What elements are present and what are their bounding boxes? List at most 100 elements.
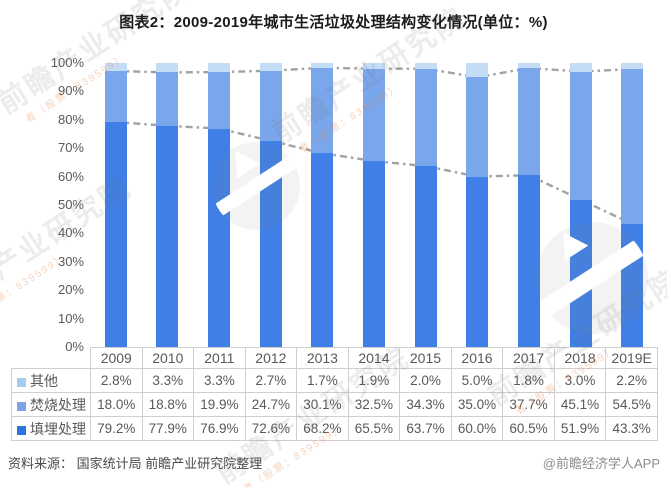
bar-segment-other: [259, 63, 282, 71]
year-header-cell: 2012: [244, 347, 298, 369]
legend-swatch-icon: [17, 377, 26, 387]
bar-segment-other: [156, 63, 179, 73]
year-header-cell: 2014: [347, 347, 401, 369]
value-cell: 54.5%: [605, 392, 658, 417]
year-header-cell: 2013: [296, 347, 349, 369]
year-header-cell: 2009: [90, 347, 143, 369]
bar-segment-incineration: [414, 68, 437, 167]
legend-label: 填埋处理: [30, 420, 86, 437]
value-cell: 72.6%: [244, 416, 298, 441]
value-cell: 19.9%: [193, 392, 246, 417]
y-axis-label: 70%: [57, 140, 84, 156]
value-cell: 77.9%: [141, 416, 195, 441]
value-cell: 3.3%: [193, 368, 246, 393]
value-cell: 2.2%: [605, 368, 658, 393]
bar-segment-incineration: [621, 69, 644, 224]
plot-area: [90, 63, 658, 347]
legend-swatch-icon: [17, 425, 26, 435]
value-cell: 45.1%: [553, 392, 607, 417]
source-note: 资料来源： 国家统计局 前瞻产业研究院整理: [8, 456, 263, 471]
bar-segment-incineration: [259, 70, 282, 141]
value-cell: 32.5%: [347, 392, 401, 417]
value-cell: 2.7%: [244, 368, 298, 393]
bar-segment-incineration: [104, 70, 127, 123]
y-axis-label: 60%: [57, 168, 84, 184]
bar-segment-landfill: [621, 224, 644, 347]
bar-segment-landfill: [363, 160, 385, 347]
bar-segment-incineration: [569, 71, 592, 200]
year-header-cell: 2010: [141, 347, 195, 369]
bar-segment-other: [621, 63, 644, 70]
y-axis-label: 40%: [57, 225, 84, 241]
bar-segment-other: [104, 63, 127, 71]
value-cell: 5.0%: [450, 368, 504, 393]
year-header-cell: 2017: [502, 347, 555, 369]
bar-segment-other: [208, 63, 231, 73]
y-axis-label: 30%: [57, 253, 84, 269]
bar-segment-other: [466, 63, 489, 78]
value-cell: 60.0%: [450, 416, 504, 441]
value-cell: 76.9%: [193, 416, 246, 441]
bar-segment-landfill: [517, 175, 540, 347]
bar-segment-landfill: [466, 176, 489, 347]
bar-segment-landfill: [414, 166, 437, 347]
value-cell: 1.7%: [296, 368, 349, 393]
legend-cell-other: 其他: [11, 368, 91, 393]
value-cell: 1.9%: [347, 368, 401, 393]
footer: 资料来源： 国家统计局 前瞻产业研究院整理 @前瞻经济学人APP: [8, 453, 660, 472]
legend-swatch-icon: [17, 401, 26, 411]
value-cell: 35.0%: [450, 392, 504, 417]
table-row-other: 其他 2.8% 3.3% 3.3% 2.7% 1.7% 1.9% 2.0% 5.0% 1.8% 3.…: [11, 368, 658, 393]
y-axis-label: 90%: [57, 83, 84, 99]
bar-segment-other: [517, 63, 540, 69]
value-cell: 51.9%: [553, 416, 607, 441]
value-cell: 2.8%: [90, 368, 143, 393]
bar-segment-incineration: [466, 77, 489, 177]
value-cell: 43.3%: [605, 416, 658, 441]
bar-segment-landfill: [208, 128, 231, 347]
bar-segment-incineration: [311, 67, 334, 154]
value-cell: 60.5%: [502, 416, 555, 441]
bar-segment-incineration: [156, 72, 179, 126]
year-header-cell: 2015: [399, 347, 452, 369]
value-cell: 34.3%: [399, 392, 452, 417]
credit-note: @前瞻经济学人APP: [542, 456, 660, 471]
table-row-landfill: 填埋处理 79.2% 77.9% 76.9% 72.6% 68.2% 65.5% 63.7% 6…: [11, 416, 658, 441]
bar-segment-other: [414, 63, 437, 69]
table-row-incineration: 焚烧处理 18.0% 18.8% 19.9% 24.7% 30.1% 32.5% 34.3% 3…: [11, 392, 658, 417]
value-cell: 18.8%: [141, 392, 195, 417]
value-cell: 24.7%: [244, 392, 298, 417]
legend-label: 其他: [30, 372, 58, 389]
value-cell: 68.2%: [296, 416, 349, 441]
year-header-cell: 2019E: [605, 347, 658, 369]
legend-label: 焚烧处理: [30, 396, 86, 413]
y-axis-label: 20%: [57, 282, 84, 298]
value-cell: 63.7%: [399, 416, 452, 441]
year-header-cell: 2011: [193, 347, 246, 369]
y-axis-label: 10%: [57, 310, 84, 326]
year-header-cell: 2018: [553, 347, 607, 369]
bar-segment-other: [311, 63, 334, 68]
value-cell: 79.2%: [90, 416, 143, 441]
bar-segment-landfill: [156, 125, 179, 347]
value-cell: 18.0%: [90, 392, 143, 417]
y-axis-label: 80%: [57, 111, 84, 127]
value-cell: 30.1%: [296, 392, 349, 417]
value-cell: 1.8%: [502, 368, 555, 393]
bar-segment-landfill: [311, 153, 334, 347]
data-table: 2009 2010 2011 2012 2013 2014 2015 2016 2017 2018…: [11, 347, 658, 441]
legend-cell-incineration: 焚烧处理: [11, 392, 91, 417]
bar-segment-incineration: [517, 68, 540, 176]
value-cell: 2.0%: [399, 368, 452, 393]
value-cell: 3.3%: [141, 368, 195, 393]
table-corner-blank: [12, 348, 91, 369]
value-cell: 65.5%: [347, 416, 401, 441]
bar-segment-incineration: [363, 68, 385, 161]
bar-segment-incineration: [208, 72, 231, 129]
bar-segment-landfill: [569, 199, 592, 347]
bar-segment-other: [569, 63, 592, 72]
bar-segment-landfill: [104, 122, 127, 347]
bar-segment-landfill: [259, 140, 282, 347]
y-axis-label: 100%: [50, 55, 84, 70]
